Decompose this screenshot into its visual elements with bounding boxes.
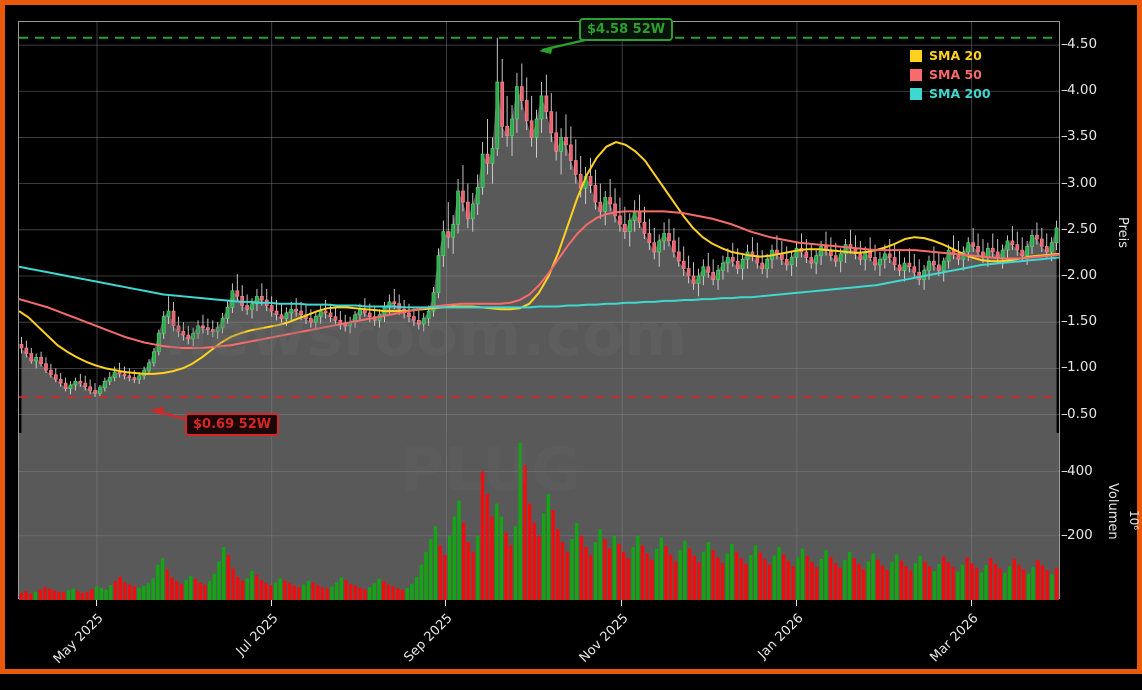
volume-tick-label: 400	[1067, 462, 1093, 479]
x-tick-label: Nov 2025	[576, 611, 632, 666]
legend-item-sma200[interactable]: SMA 200	[910, 85, 991, 102]
x-tick-mark	[96, 600, 97, 606]
y-tick-mark: –	[1061, 36, 1068, 53]
y-tick-mark: –	[1061, 313, 1068, 330]
watermark-domain: newsroom.com	[165, 300, 689, 370]
volume-panel	[19, 433, 1059, 600]
y-tick-mark: –	[1061, 128, 1068, 145]
y-tick-label: 4.00	[1067, 82, 1098, 99]
volume-tick-mark: –	[1061, 462, 1068, 479]
y-tick-label: 4.50	[1067, 36, 1098, 53]
y-tick-label: 2.00	[1067, 266, 1098, 283]
legend-item-sma20[interactable]: SMA 20	[910, 47, 991, 64]
axis-label-volume-exponent: 10⁶	[1127, 510, 1141, 531]
axis-label-price: Preis	[1115, 217, 1130, 249]
x-tick-label: Mar 2026	[926, 611, 982, 666]
volume-svg	[19, 433, 1059, 600]
y-tick-mark: –	[1061, 220, 1068, 237]
x-tick-mark	[270, 600, 272, 606]
axis-label-volume: Volumen	[1105, 483, 1120, 540]
legend-label-sma20: SMA 20	[929, 48, 982, 63]
chart-legend: SMA 20 SMA 50 SMA 200	[910, 47, 991, 104]
legend-item-sma50[interactable]: SMA 50	[910, 66, 991, 83]
x-tick-mark	[445, 600, 447, 606]
x-tick-mark	[970, 600, 972, 606]
legend-swatch-sma20	[910, 49, 922, 62]
chart-window: newsroom.com PLUG SMA 20 SMA 50 SMA 200 …	[0, 0, 1142, 674]
y-tick-label: 2.50	[1067, 220, 1098, 237]
x-tick-mark	[795, 600, 797, 606]
legend-label-sma50: SMA 50	[929, 67, 982, 82]
y-tick-label: 1.50	[1067, 313, 1098, 330]
y-tick-mark: –	[1061, 266, 1068, 283]
y-tick-label: 3.50	[1067, 128, 1098, 145]
legend-swatch-sma50	[910, 68, 922, 81]
watermark-ticker: PLUG	[400, 435, 583, 505]
price-panel	[19, 22, 1059, 433]
x-tick-label: Sep 2025	[401, 611, 457, 666]
x-tick-mark	[621, 600, 623, 606]
y-tick-mark: –	[1061, 359, 1068, 376]
volume-tick-mark: –	[1061, 526, 1068, 543]
x-tick-label: May 2025	[50, 611, 107, 667]
y-tick-mark: –	[1061, 82, 1068, 99]
y-tick-label: 3.00	[1067, 174, 1098, 191]
y-tick-label: 0.50	[1067, 405, 1098, 422]
annotation-52week-high: $4.58 52W	[579, 18, 674, 41]
y-tick-mark: –	[1061, 174, 1068, 191]
legend-label-sma200: SMA 200	[929, 86, 991, 101]
price-svg	[19, 22, 1059, 433]
legend-swatch-sma200	[910, 87, 922, 100]
annotation-52week-low: $0.69 52W	[185, 413, 280, 436]
x-tick-label: Jul 2025	[233, 611, 282, 660]
volume-tick-label: 200	[1067, 526, 1093, 543]
chart-plot-area[interactable]	[18, 21, 1060, 600]
x-tick-label: Jan 2026	[755, 611, 807, 663]
y-tick-label: 1.00	[1067, 359, 1098, 376]
y-tick-mark: –	[1061, 405, 1068, 422]
